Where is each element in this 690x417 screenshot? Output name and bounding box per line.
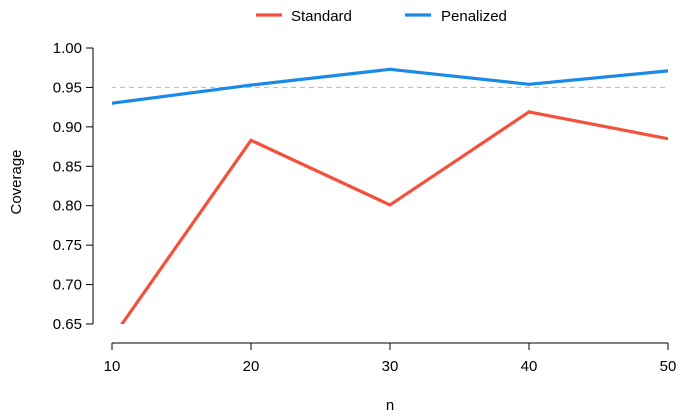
y-axis-title: Coverage xyxy=(8,149,25,214)
y-tick-label: 0.95 xyxy=(53,79,82,96)
series-line-penalized xyxy=(112,67,668,105)
y-tick-label: 0.85 xyxy=(53,158,82,175)
x-tick-label: 50 xyxy=(660,358,677,375)
x-axis-title: n xyxy=(386,397,394,414)
y-tick-label: 0.70 xyxy=(53,277,82,294)
data-point-penalized xyxy=(112,101,114,105)
series-layer xyxy=(110,67,668,340)
x-tick-label: 30 xyxy=(382,358,399,375)
data-point-penalized xyxy=(249,83,253,87)
data-point-standard xyxy=(110,337,113,340)
y-tick-label: 1.00 xyxy=(53,40,82,57)
legend: Standard Penalized xyxy=(256,8,507,25)
data-point-standard xyxy=(666,137,668,141)
data-point-standard xyxy=(388,203,392,207)
y-tick-label: 0.75 xyxy=(53,237,82,254)
data-point-penalized xyxy=(527,82,531,86)
x-axis: 10 20 30 40 50 xyxy=(104,342,677,375)
data-point-standard xyxy=(527,110,531,114)
y-tick-label: 0.90 xyxy=(53,119,82,136)
x-tick-label: 10 xyxy=(104,358,121,375)
data-point-penalized xyxy=(666,69,668,73)
legend-label-standard: Standard xyxy=(291,8,352,25)
y-axis: 0.65 0.70 0.75 0.80 0.85 0.90 0.95 1.00 xyxy=(53,40,94,333)
data-point-standard xyxy=(249,138,253,142)
x-tick-label: 20 xyxy=(243,358,260,375)
data-point-penalized xyxy=(388,67,392,71)
y-tick-label: 0.65 xyxy=(53,316,82,333)
series-line-standard xyxy=(120,110,668,324)
legend-label-penalized: Penalized xyxy=(441,8,507,25)
y-tick-label: 0.80 xyxy=(53,198,82,215)
x-tick-label: 40 xyxy=(521,358,538,375)
